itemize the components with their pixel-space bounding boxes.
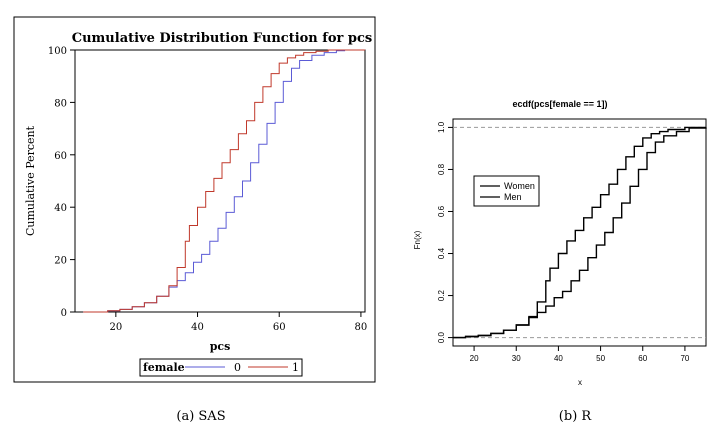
r-legend-label-men: Men — [504, 192, 522, 202]
r-reference-lines — [453, 126, 706, 339]
sas-x-tick-label: 40 — [191, 322, 204, 333]
sas-y-axis-label: Cumulative Percent — [24, 125, 37, 236]
sas-y-tick-label: 80 — [54, 98, 67, 109]
r-y-tick-label: 0.8 — [437, 163, 446, 175]
sas-x-tick-label: 60 — [273, 322, 286, 333]
sas-chart-title: Cumulative Distribution Function for pcs — [72, 31, 373, 46]
sas-series-lines — [83, 49, 365, 313]
r-x-tick-label: 50 — [596, 354, 605, 363]
sas-legend-label-0: 0 — [234, 361, 241, 374]
sas-x-tick-label: 20 — [109, 322, 122, 333]
r-series-lines — [453, 126, 707, 339]
sas-y-tick-label: 40 — [54, 203, 67, 214]
sas-legend: female 0 1 — [139, 358, 303, 377]
r-y-tick-label: 0.6 — [437, 205, 446, 217]
r-x-tick-label: 60 — [638, 354, 647, 363]
r-legend: Women Men — [473, 175, 540, 207]
r-y-tick-label: 1.0 — [437, 121, 446, 133]
sas-panel: Cumulative Distribution Function for pcs… — [13, 16, 376, 383]
sas-legend-label-1: 1 — [292, 361, 299, 374]
caption-a: (a) SAS — [176, 409, 225, 424]
r-legend-box — [473, 175, 540, 207]
r-panel: ecdf(pcs[female == 1]) 0.0 0.2 0.4 0.6 0.8 1.… — [413, 99, 707, 387]
r-series-line-men — [453, 127, 707, 339]
sas-y-tick-label: 0 — [61, 308, 67, 319]
r-y-tick-label: 0.2 — [437, 289, 446, 301]
r-x-tick-label: 40 — [554, 354, 563, 363]
r-plot-area — [452, 118, 707, 347]
sas-y-axis: 0 20 40 60 80 100 — [48, 46, 75, 319]
r-y-tick-label: 0.4 — [437, 247, 446, 259]
caption-b: (b) R — [559, 409, 593, 424]
sas-y-tick-label: 100 — [48, 46, 67, 57]
r-x-tick-label: 30 — [512, 354, 521, 363]
sas-legend-title: female — [143, 361, 185, 374]
r-y-tick-label: 0.0 — [437, 331, 446, 343]
r-x-axis-label: x — [578, 378, 582, 387]
sas-x-axis: 20 40 60 80 — [109, 312, 367, 333]
sas-y-tick-label: 60 — [54, 151, 67, 162]
r-y-axis-label: Fn(x) — [413, 230, 422, 249]
sas-series-line-1 — [83, 49, 365, 313]
sas-plot-area — [74, 49, 366, 313]
r-chart-title: ecdf(pcs[female == 1]) — [512, 99, 607, 109]
r-y-axis: 0.0 0.2 0.4 0.6 0.8 1.0 — [437, 121, 453, 343]
sas-x-axis-label: pcs — [210, 340, 231, 353]
r-x-axis: 20 30 40 50 60 70 — [470, 346, 690, 363]
r-x-tick-label: 20 — [470, 354, 479, 363]
r-legend-label-women: Women — [504, 181, 535, 191]
r-x-tick-label: 70 — [680, 354, 689, 363]
sas-y-tick-label: 20 — [54, 256, 67, 267]
sas-x-tick-label: 80 — [355, 322, 368, 333]
